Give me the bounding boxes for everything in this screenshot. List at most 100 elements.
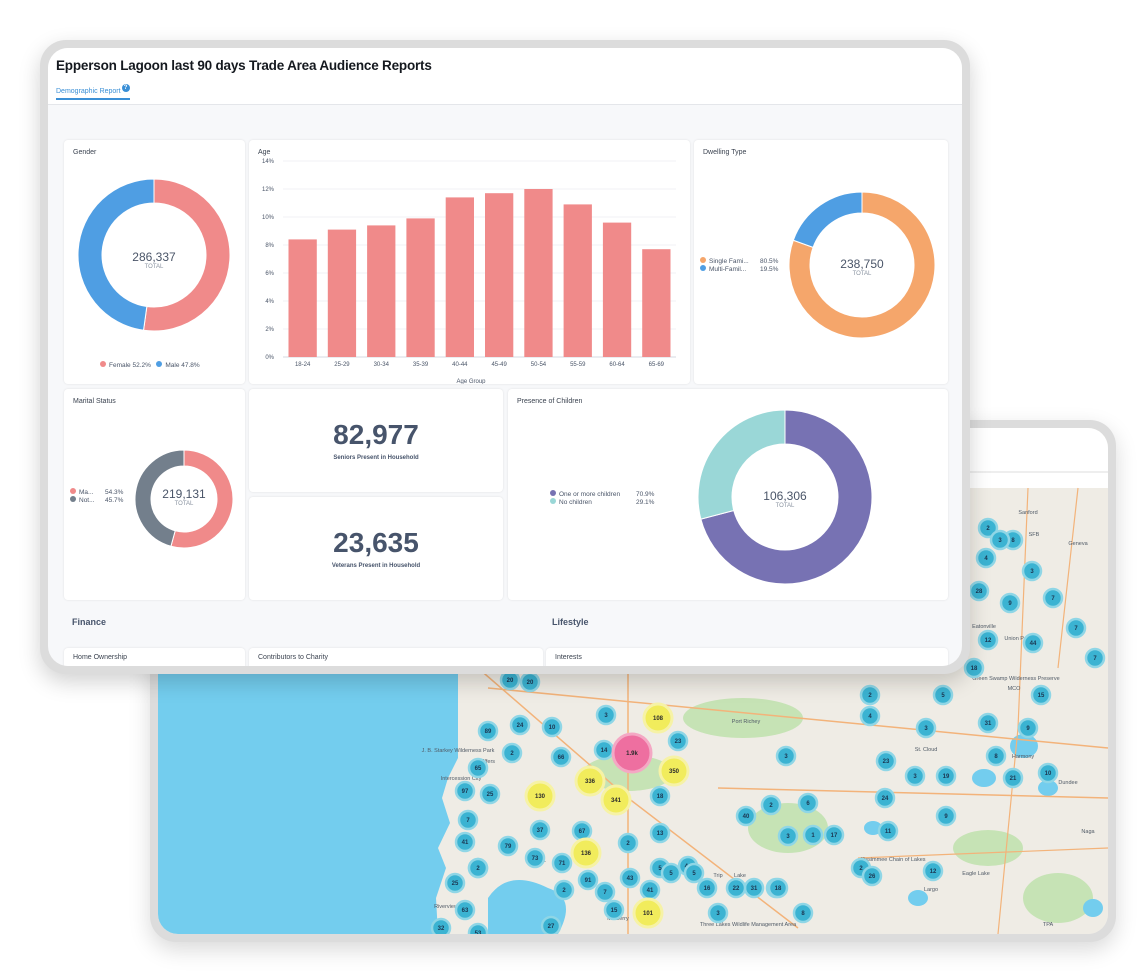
dwelling-total-label: TOTAL <box>852 271 872 277</box>
map-cluster-count: 15 <box>1038 693 1045 699</box>
map-cluster <box>877 820 899 842</box>
age-bar-chart[interactable]: 18-24 25-29 30-34 35-39 40-44 45-49 50-54 55-59… <box>249 140 690 384</box>
tab-demographic-report[interactable]: Demographic Report? <box>56 84 130 100</box>
map-cluster-count: 8 <box>801 911 805 917</box>
map-cluster <box>792 902 814 924</box>
map-cluster <box>454 831 476 853</box>
map-cluster-count: 79 <box>505 844 512 850</box>
finance-heading: Finance <box>72 617 107 627</box>
seniors-label: Seniors Present in Household <box>333 455 419 461</box>
map-cluster <box>861 865 883 887</box>
legend-item-multi-family[interactable]: Multi-Famil... 19.5% <box>700 265 780 274</box>
map-cluster <box>467 857 489 879</box>
gender-center: 286,337 TOTAL <box>114 250 194 270</box>
single-family-slice <box>788 191 936 339</box>
map-place-label: J. B. Starkey Wilderness Park <box>422 748 495 754</box>
legend-item-children[interactable]: One or more children 70.9% <box>550 490 660 499</box>
legend-item-single-family[interactable]: Single Fami... 80.5% <box>700 257 780 266</box>
map-place-label: SFB <box>1029 532 1040 538</box>
map-cluster <box>1084 647 1106 669</box>
age-y-tick: 8% <box>265 243 274 249</box>
dwelling-total: 238,750 <box>840 257 884 271</box>
map-cluster-count: 32 <box>438 926 445 932</box>
help-icon[interactable]: ? <box>121 84 130 92</box>
interests-title: Interests <box>555 654 582 661</box>
map-cluster-count: 9 <box>1008 601 1012 607</box>
map-cluster <box>454 780 476 802</box>
seniors-value: 82,977 <box>333 419 419 450</box>
age-bar-35-39 <box>406 218 435 357</box>
legend-item-male[interactable]: Male 47.8% <box>156 361 200 369</box>
charity-card: Contributors to Charity <box>249 648 543 666</box>
map-place-label: Harmony <box>1012 754 1035 760</box>
map-cluster-count: 1 <box>811 833 815 839</box>
map-cluster <box>649 785 671 807</box>
children-center: 106,306 TOTAL <box>745 489 825 509</box>
legend-item-married[interactable]: Ma... 54.3% <box>70 488 140 497</box>
no-children-slice <box>697 409 786 520</box>
map-cluster <box>1065 617 1087 639</box>
children-donut <box>697 409 873 585</box>
marital-center: 219,131 TOTAL <box>144 487 224 507</box>
map-place-label: Port Richey <box>732 719 761 725</box>
legend-item-not-married[interactable]: Not... 45.7% <box>70 496 140 505</box>
gender-legend: Female 52.2% Male 47.8% <box>100 361 200 369</box>
age-y-tick: 12% <box>262 187 275 193</box>
marital-card: Marital Status 219,131 TOTAL Ma... 54.3% … <box>64 389 245 600</box>
single-family-pct: 80.5% <box>760 258 779 265</box>
map-place-label: Lake <box>734 873 746 879</box>
map-cluster <box>968 580 990 602</box>
map-cluster-count: 31 <box>751 886 758 892</box>
single-family-swatch <box>700 257 706 264</box>
map-cluster-count: 136 <box>581 851 592 857</box>
map-cluster <box>985 745 1007 767</box>
map-cluster <box>430 917 452 934</box>
map-cluster-count: 14 <box>601 748 608 754</box>
age-x-tick: 50-54 <box>531 362 547 368</box>
interests-card: Interests <box>546 648 948 666</box>
gender-total: 286,337 <box>132 250 176 264</box>
map-cluster-count: 9 <box>1026 726 1030 732</box>
dashboard-device-frame: Epperson Lagoon last 90 days Trade Area … <box>40 40 970 674</box>
legend-item-female[interactable]: Female 52.2% <box>100 361 151 369</box>
map-cluster-large <box>574 765 606 797</box>
map-cluster <box>540 915 562 934</box>
legend-item-no-children[interactable]: No children 29.1% <box>550 498 660 507</box>
map-cluster-count: 18 <box>971 666 978 672</box>
map-cluster-count: 3 <box>924 726 928 732</box>
marital-donut <box>134 449 234 549</box>
map-cluster-count: 73 <box>532 856 539 862</box>
map-cluster <box>467 757 489 779</box>
no-children-swatch <box>550 498 556 505</box>
map-cluster <box>935 805 957 827</box>
map-cluster <box>977 712 999 734</box>
map-cluster-count: 65 <box>475 766 482 772</box>
marital-title: Marital Status <box>73 398 116 405</box>
veterans-label: Veterans Present in Household <box>331 563 421 569</box>
age-x-tick: 25-29 <box>334 362 350 368</box>
single-family-label: Single Fami... <box>709 258 749 265</box>
not-married-pct: 45.7% <box>105 497 124 504</box>
map-cluster <box>550 746 572 768</box>
marital-legend: Ma... 54.3% Not... 45.7% <box>70 488 140 505</box>
map-place-label: Union Park <box>1004 636 1031 642</box>
map-cluster-count: 3 <box>784 754 788 760</box>
map-cluster-count: 130 <box>535 794 546 800</box>
map-cluster <box>777 825 799 847</box>
map-cluster-count: 11 <box>885 829 892 835</box>
map-cluster-count: 13 <box>657 831 664 837</box>
map-place-label: MCO <box>1008 686 1022 692</box>
age-y-tick: 0% <box>265 355 274 361</box>
dwelling-card: Dwelling Type 238,750 TOTAL Single Fami.… <box>694 140 948 384</box>
married-pct: 54.3% <box>105 489 124 496</box>
map-cluster <box>932 684 954 706</box>
map-cluster <box>707 902 729 924</box>
dwelling-donut <box>788 191 936 339</box>
map-cluster-count: 2 <box>769 803 773 809</box>
not-married-slice <box>134 449 185 547</box>
map-cluster <box>935 765 957 787</box>
map-cluster-large <box>658 755 690 787</box>
map-cluster-count: 7 <box>603 890 607 896</box>
children-label: One or more children <box>559 491 621 498</box>
no-children-label: No children <box>559 499 592 506</box>
